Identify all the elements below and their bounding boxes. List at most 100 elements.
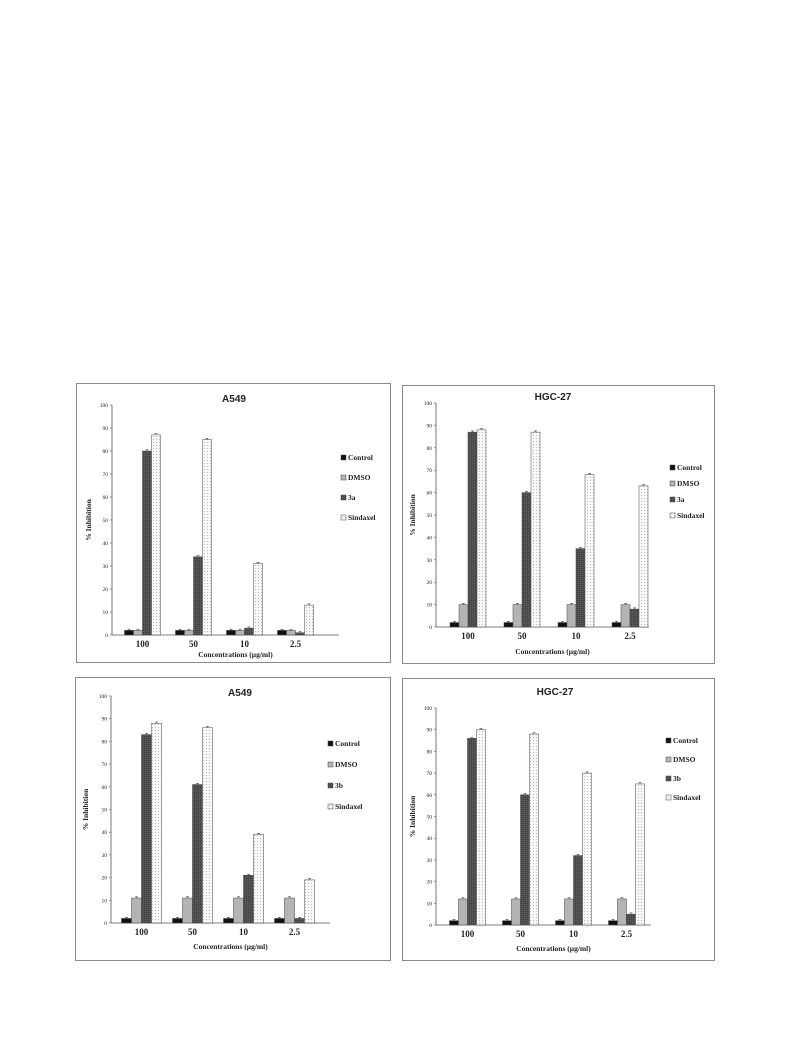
legend-label: Sindaxel — [335, 802, 363, 811]
bar — [175, 630, 185, 636]
legend: Control DMSO 3b Sindaxel — [665, 736, 701, 802]
legend-label: Control — [673, 736, 698, 745]
bar — [142, 450, 152, 636]
bar — [133, 630, 143, 636]
chart-panel-hgc27-3b: HGC-27 0 10 20 30 40 50 60 70 80 90 100 100 50 10 2.5… — [402, 678, 715, 961]
x-tick-label: 10 — [572, 631, 582, 641]
x-tick-label: 2.5 — [621, 929, 633, 939]
bars — [121, 721, 315, 924]
bar — [629, 608, 640, 628]
bar — [233, 897, 244, 924]
chart-title: A549 — [228, 688, 252, 699]
chart-svg: A549 0 10 20 30 40 50 60 70 80 90 100 100 50 10 2.5 C… — [81, 688, 363, 951]
bar — [202, 439, 212, 636]
x-tick-label: 50 — [516, 929, 526, 939]
x-tick-label: 2.5 — [290, 639, 302, 649]
x-tick-label: 50 — [189, 639, 199, 649]
bar — [512, 604, 523, 628]
y-tick-label: 90 — [103, 426, 109, 432]
y-tick-label: 70 — [103, 472, 109, 478]
bar — [182, 897, 193, 924]
y-tick-label: 70 — [102, 762, 108, 768]
x-axis-label: Concentrations (µg/ml) — [193, 942, 268, 951]
bar — [131, 897, 142, 924]
bar — [575, 548, 586, 628]
bar — [476, 429, 487, 628]
bar — [304, 879, 315, 924]
y-tick-label: 70 — [427, 468, 433, 474]
y-tick-label: 30 — [427, 558, 433, 564]
y-tick-label: 20 — [103, 587, 109, 593]
bar — [608, 920, 618, 926]
bar — [172, 918, 183, 924]
x-tick-label: 50 — [518, 631, 528, 641]
legend-label: Sindaxel — [673, 793, 701, 802]
bar — [295, 632, 305, 636]
y-tick-label: 30 — [103, 564, 109, 570]
legend-swatch — [665, 775, 672, 782]
legend-swatch — [340, 454, 347, 461]
bar — [184, 630, 194, 636]
bar — [286, 630, 296, 636]
y-tick-label: 60 — [103, 495, 109, 501]
chart-title: HGC-27 — [537, 687, 574, 698]
y-axis-label: % Inhibition — [408, 795, 417, 837]
y-tick-label: 80 — [427, 446, 433, 452]
legend-label: 3b — [673, 774, 681, 783]
legend-swatch — [340, 514, 347, 521]
legend-label: Control — [348, 453, 373, 462]
y-tick-label: 10 — [102, 898, 108, 904]
x-tick-label: 100 — [461, 929, 475, 939]
y-tick-label: 0 — [429, 923, 432, 929]
bar — [284, 897, 295, 924]
legend-swatch — [665, 756, 672, 763]
y-tick-label: 60 — [427, 491, 433, 497]
y-tick-label: 0 — [104, 921, 107, 927]
chart-panel-a549-3a: A549 0 10 20 30 40 50 60 70 80 90 100 100 50 10 2.5 C… — [76, 383, 391, 663]
legend-label: Sindaxel — [677, 511, 705, 520]
y-tick-label: 40 — [103, 541, 109, 547]
y-axis-label: % Inhibition — [84, 498, 93, 540]
bar — [626, 913, 636, 926]
chart-panel-a549-3b: A549 0 10 20 30 40 50 60 70 80 90 100 100 50 10 2.5 C… — [75, 677, 391, 961]
legend-swatch — [669, 512, 676, 519]
y-tick-label: 20 — [427, 580, 433, 586]
bar — [121, 918, 132, 924]
legend: Control DMSO 3a Sindaxel — [340, 453, 376, 522]
bar — [557, 622, 568, 628]
x-axis-label: Concentrations (µg/ml) — [516, 944, 591, 953]
bar — [244, 627, 254, 636]
y-tick-label: 50 — [102, 808, 108, 814]
bar — [529, 733, 539, 926]
category-labels: 100 50 10 2.5 — [461, 929, 633, 939]
legend-swatch — [340, 494, 347, 501]
x-tick-label: 50 — [188, 927, 198, 937]
y-axis-label: % Inhibition — [81, 788, 90, 830]
legend-label: 3a — [677, 495, 685, 504]
x-tick-label: 2.5 — [289, 927, 301, 937]
x-tick-label: 100 — [136, 639, 150, 649]
y-tick-label: 10 — [427, 901, 433, 907]
legend-swatch — [327, 740, 334, 747]
bar — [617, 898, 627, 926]
legend-swatch — [327, 761, 334, 768]
bar — [511, 898, 521, 926]
legend-label: DMSO — [348, 473, 371, 482]
bar — [235, 630, 245, 636]
y-axis-label: % Inhibition — [408, 493, 417, 535]
y-tick-label: 90 — [427, 423, 433, 429]
legend-swatch — [665, 794, 672, 801]
bars — [124, 433, 314, 636]
y-tick-label: 30 — [427, 858, 433, 864]
y-tick-label: 100 — [99, 694, 108, 700]
legend-swatch — [340, 474, 347, 481]
bar — [521, 492, 532, 628]
bar — [467, 738, 477, 926]
bar — [223, 918, 234, 924]
y-tick-label: 20 — [102, 876, 108, 882]
bar — [582, 772, 592, 926]
bar — [192, 784, 203, 924]
chart-title: HGC-27 — [535, 392, 572, 403]
y-tick-label: 40 — [427, 836, 433, 842]
bar — [584, 474, 595, 628]
